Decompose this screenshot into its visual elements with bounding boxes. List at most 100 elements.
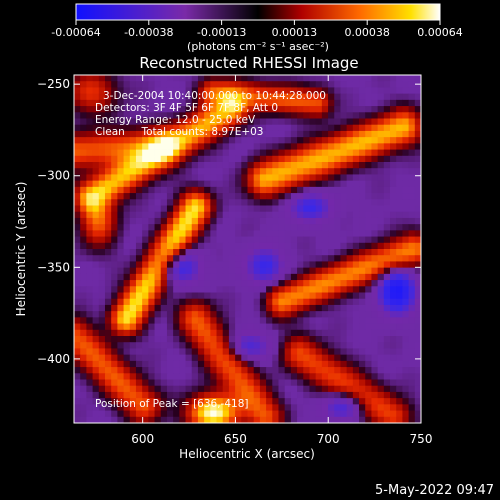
heatmap-cell [383, 199, 391, 206]
heatmap-cell [365, 255, 372, 262]
heatmap-cell [383, 304, 391, 312]
heatmap-cell [135, 106, 143, 113]
heatmap-cell [104, 342, 112, 349]
heatmap-cell [377, 205, 385, 213]
heatmap-cell [92, 87, 100, 95]
heatmap-cell [148, 298, 155, 306]
heatmap-cell [383, 81, 391, 88]
heatmap-cell [359, 99, 366, 107]
heatmap-cell [179, 236, 186, 244]
heatmap-cell [414, 99, 421, 107]
heatmap-cell [154, 106, 162, 113]
heatmap-cell [117, 99, 124, 107]
heatmap-cell [191, 311, 199, 318]
heatmap-cell [340, 323, 348, 331]
heatmap-cell [402, 298, 410, 306]
heatmap-cell [173, 168, 180, 175]
heatmap-cell [98, 267, 106, 275]
heatmap-cell [383, 410, 391, 418]
heatmap-cell [160, 298, 168, 306]
heatmap-cell [117, 360, 124, 368]
heatmap-cell [179, 143, 186, 150]
heatmap-cell [191, 87, 199, 95]
heatmap-cell [303, 124, 310, 132]
heatmap-cell [74, 267, 81, 275]
heatmap-cell [235, 124, 242, 132]
heatmap-cell [166, 273, 174, 281]
heatmap-cell [166, 379, 174, 387]
heatmap-cell [204, 373, 211, 380]
heatmap-cell [365, 373, 372, 380]
heatmap-cell [222, 168, 230, 175]
heatmap-cell [135, 155, 143, 163]
heatmap-cell [216, 224, 224, 231]
heatmap-cell [92, 193, 100, 200]
heatmap-cell [284, 217, 292, 225]
heatmap-cell [402, 354, 410, 362]
heatmap-cell [191, 186, 199, 194]
heatmap-cell [98, 298, 106, 306]
heatmap-cell [377, 124, 385, 132]
heatmap-cell [197, 236, 205, 244]
heatmap-cell [315, 162, 323, 169]
heatmap-cell [117, 180, 124, 188]
heatmap-cell [129, 124, 137, 132]
heatmap-cell [92, 354, 100, 362]
heatmap-cell [334, 280, 341, 287]
heatmap-cell [272, 379, 279, 387]
heatmap-cell [253, 75, 261, 82]
heatmap-cell [185, 373, 193, 380]
heatmap-cell [402, 292, 410, 300]
heatmap-cell [309, 155, 317, 163]
heatmap-cell [334, 211, 341, 219]
heatmap-cell [408, 385, 416, 393]
heatmap-cell [352, 193, 360, 200]
heatmap-cell [123, 323, 131, 331]
heatmap-cell [117, 292, 124, 300]
heatmap-cell [235, 367, 242, 374]
heatmap-cell [284, 342, 292, 349]
heatmap-cell [259, 379, 267, 387]
heatmap-cell [328, 342, 335, 349]
heatmap-cell [365, 348, 372, 356]
heatmap-cell [166, 224, 174, 231]
heatmap-cell [166, 106, 174, 113]
heatmap-cell [142, 106, 149, 113]
heatmap-cell [173, 124, 180, 132]
heatmap-cell [111, 118, 118, 126]
heatmap-cell [111, 280, 118, 287]
heatmap-cell [247, 211, 255, 219]
heatmap-cell [359, 87, 366, 95]
heatmap-cell [179, 342, 186, 349]
heatmap-cell [154, 124, 162, 132]
heatmap-cell [408, 311, 416, 318]
heatmap-cell [340, 311, 348, 318]
heatmap-cell [241, 342, 248, 349]
heatmap-cell [365, 193, 372, 200]
heatmap-cell [303, 354, 310, 362]
heatmap-cell [216, 130, 224, 138]
heatmap-cell [408, 249, 416, 256]
heatmap-cell [309, 348, 317, 356]
heatmap-cell [390, 410, 397, 418]
heatmap-cell [185, 224, 193, 231]
heatmap-cell [123, 217, 131, 225]
heatmap-cell [216, 367, 224, 374]
heatmap-cell [241, 242, 248, 250]
heatmap-cell [173, 75, 180, 82]
heatmap-cell [383, 367, 391, 374]
heatmap-cell [185, 124, 193, 132]
heatmap-cell [160, 280, 168, 287]
heatmap-cell [173, 199, 180, 206]
heatmap-cell [408, 81, 416, 88]
heatmap-cell [142, 354, 149, 362]
heatmap-cell [129, 367, 137, 374]
heatmap-cell [253, 149, 261, 157]
heatmap-cell [365, 391, 372, 399]
heatmap-cell [321, 304, 329, 312]
heatmap-cell [92, 367, 100, 374]
heatmap-cell [92, 242, 100, 250]
heatmap-cell [309, 236, 317, 244]
heatmap-cell [377, 311, 385, 318]
heatmap-cell [340, 416, 348, 423]
